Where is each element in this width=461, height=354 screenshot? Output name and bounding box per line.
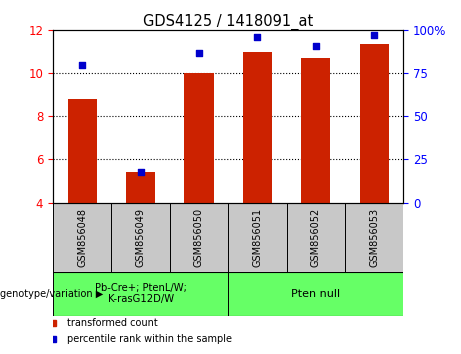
Bar xyxy=(53,272,228,315)
Point xyxy=(195,50,203,55)
Text: Pten null: Pten null xyxy=(291,289,340,298)
Bar xyxy=(360,44,389,202)
Text: GSM856051: GSM856051 xyxy=(252,207,262,267)
Bar xyxy=(287,202,345,272)
Bar xyxy=(53,202,112,272)
Point xyxy=(312,43,319,48)
Text: GSM856049: GSM856049 xyxy=(136,208,146,267)
Point xyxy=(371,33,378,38)
Text: GSM856052: GSM856052 xyxy=(311,207,321,267)
Bar xyxy=(112,202,170,272)
Bar xyxy=(243,52,272,202)
Text: percentile rank within the sample: percentile rank within the sample xyxy=(67,334,232,344)
Text: transformed count: transformed count xyxy=(67,318,158,329)
Text: GSM856050: GSM856050 xyxy=(194,207,204,267)
Point xyxy=(78,62,86,67)
Bar xyxy=(228,202,287,272)
Bar xyxy=(228,272,403,315)
Text: Pb-Cre+; PtenL/W;
K-rasG12D/W: Pb-Cre+; PtenL/W; K-rasG12D/W xyxy=(95,283,187,304)
Point xyxy=(254,34,261,40)
Bar xyxy=(170,202,228,272)
Text: genotype/variation ▶: genotype/variation ▶ xyxy=(0,289,104,298)
Bar xyxy=(126,172,155,202)
Bar xyxy=(68,99,97,202)
Text: GSM856053: GSM856053 xyxy=(369,207,379,267)
Text: GSM856048: GSM856048 xyxy=(77,208,87,267)
Title: GDS4125 / 1418091_at: GDS4125 / 1418091_at xyxy=(143,14,313,30)
Bar xyxy=(184,73,213,202)
Point xyxy=(137,169,144,175)
Bar xyxy=(345,202,403,272)
Bar xyxy=(301,58,331,202)
